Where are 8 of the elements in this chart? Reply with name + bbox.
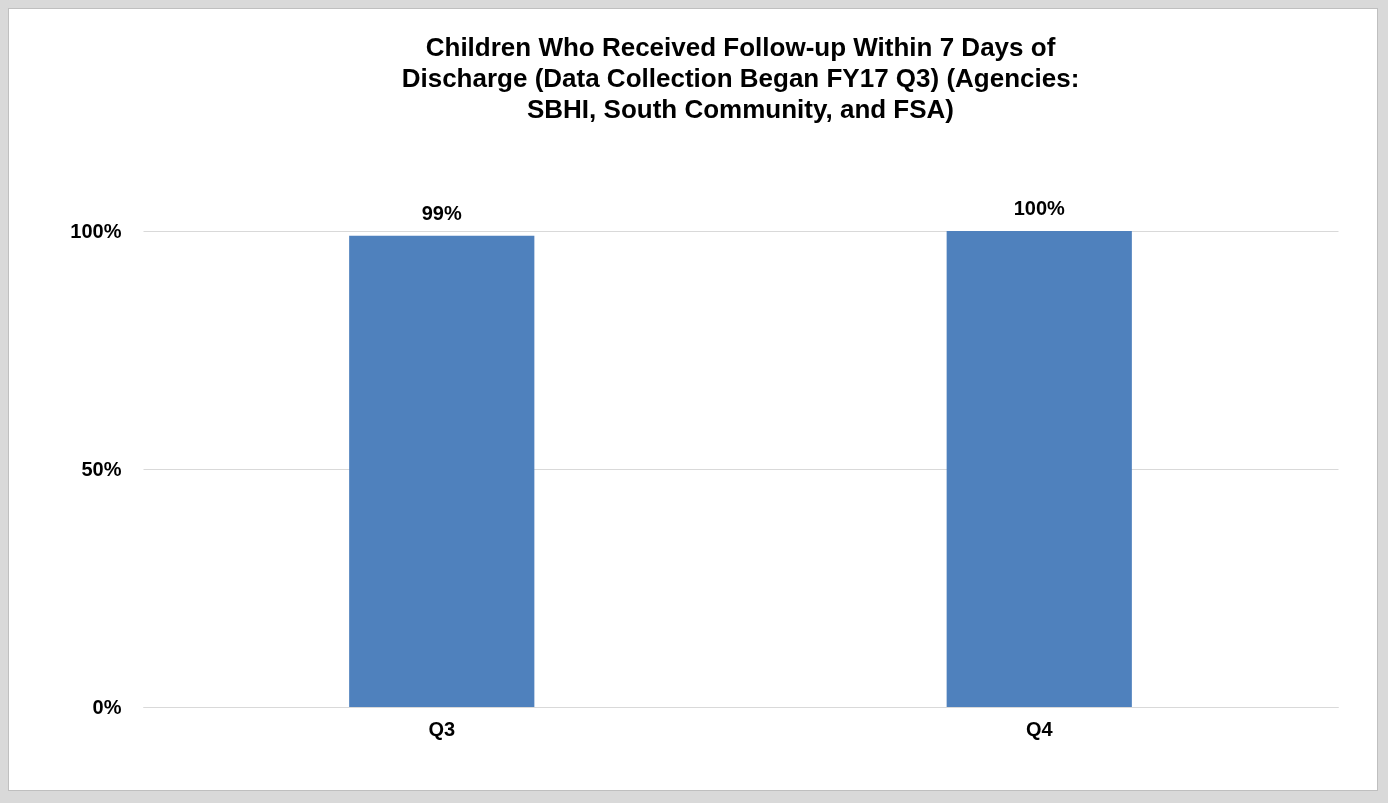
chart-title: Children Who Received Follow-up Within 7 Days of Discharge (Data Collection Began FY17 Q3) (Agencies: SBHI, South Community, and FSA) [401,32,1080,124]
y-tick-label: 100% [70,219,122,242]
y-tick-label: 0% [92,695,122,718]
y-tick-label: 50% [81,457,122,480]
x-tick-label: Q3 [428,717,456,740]
data-label: 99% [421,201,462,224]
data-label: 100% [1013,197,1066,219]
x-tick-label: Q4 [1025,717,1054,740]
